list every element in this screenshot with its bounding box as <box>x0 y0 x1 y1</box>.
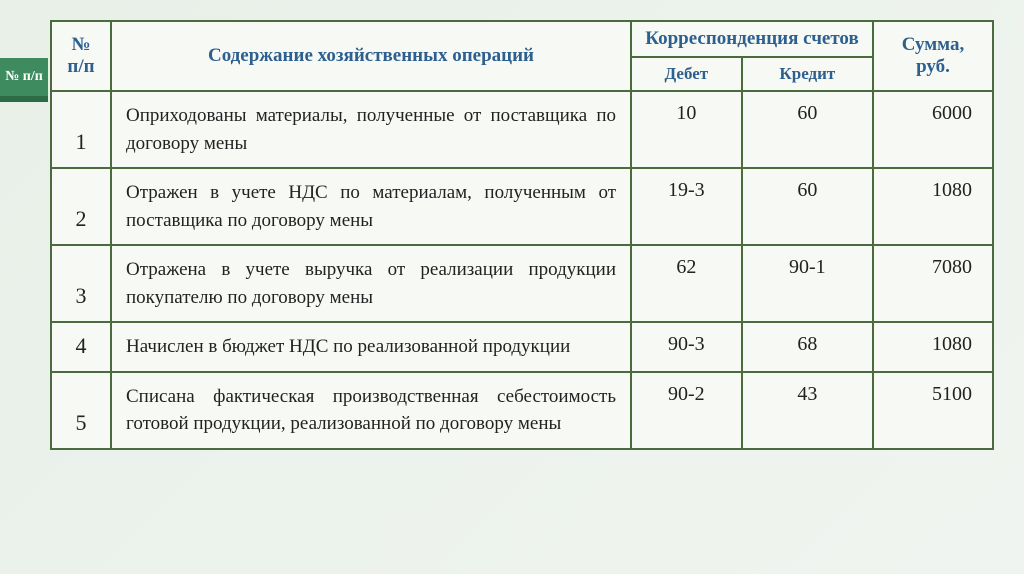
header-sum: Сумма, руб. <box>873 21 993 91</box>
table-row: 1 Оприходованы материалы, полученные от … <box>51 91 993 168</box>
slide-content: № п/п Содержание хозяйственных операций … <box>0 0 1024 574</box>
header-credit: Кредит <box>742 57 873 91</box>
cell-num: 1 <box>51 91 111 168</box>
header-desc: Содержание хозяйственных операций <box>111 21 631 91</box>
header-num: № п/п <box>51 21 111 91</box>
accent-label: № п/п <box>5 69 43 85</box>
cell-debit: 90-3 <box>631 322 742 372</box>
cell-num: 5 <box>51 372 111 449</box>
cell-desc: Отражена в учете выручка от реализации п… <box>111 245 631 322</box>
cell-desc: Оприходованы материалы, полученные от по… <box>111 91 631 168</box>
cell-num: 3 <box>51 245 111 322</box>
header-debit: Дебет <box>631 57 742 91</box>
accent-tab: № п/п <box>0 58 48 102</box>
table-row: 2 Отражен в учете НДС по материалам, пол… <box>51 168 993 245</box>
cell-sum: 5100 <box>873 372 993 449</box>
header-row-1: № п/п Содержание хозяйственных операций … <box>51 21 993 57</box>
table-row: 5 Списана фактическая производственная с… <box>51 372 993 449</box>
operations-table: № п/п Содержание хозяйственных операций … <box>50 20 994 450</box>
cell-credit: 90-1 <box>742 245 873 322</box>
cell-sum: 6000 <box>873 91 993 168</box>
cell-debit: 62 <box>631 245 742 322</box>
cell-desc: Начислен в бюджет НДС по реализованной п… <box>111 322 631 372</box>
cell-desc: Списана фактическая производственная себ… <box>111 372 631 449</box>
cell-credit: 43 <box>742 372 873 449</box>
table-row: 4 Начислен в бюджет НДС по реализованной… <box>51 322 993 372</box>
cell-credit: 60 <box>742 168 873 245</box>
cell-num: 2 <box>51 168 111 245</box>
cell-sum: 7080 <box>873 245 993 322</box>
cell-desc: Отражен в учете НДС по материалам, получ… <box>111 168 631 245</box>
cell-credit: 68 <box>742 322 873 372</box>
cell-credit: 60 <box>742 91 873 168</box>
cell-num: 4 <box>51 322 111 372</box>
table-row: 3 Отражена в учете выручка от реализации… <box>51 245 993 322</box>
cell-debit: 19-3 <box>631 168 742 245</box>
cell-debit: 10 <box>631 91 742 168</box>
cell-sum: 1080 <box>873 322 993 372</box>
cell-sum: 1080 <box>873 168 993 245</box>
header-corr: Корреспонденция счетов <box>631 21 873 57</box>
cell-debit: 90-2 <box>631 372 742 449</box>
